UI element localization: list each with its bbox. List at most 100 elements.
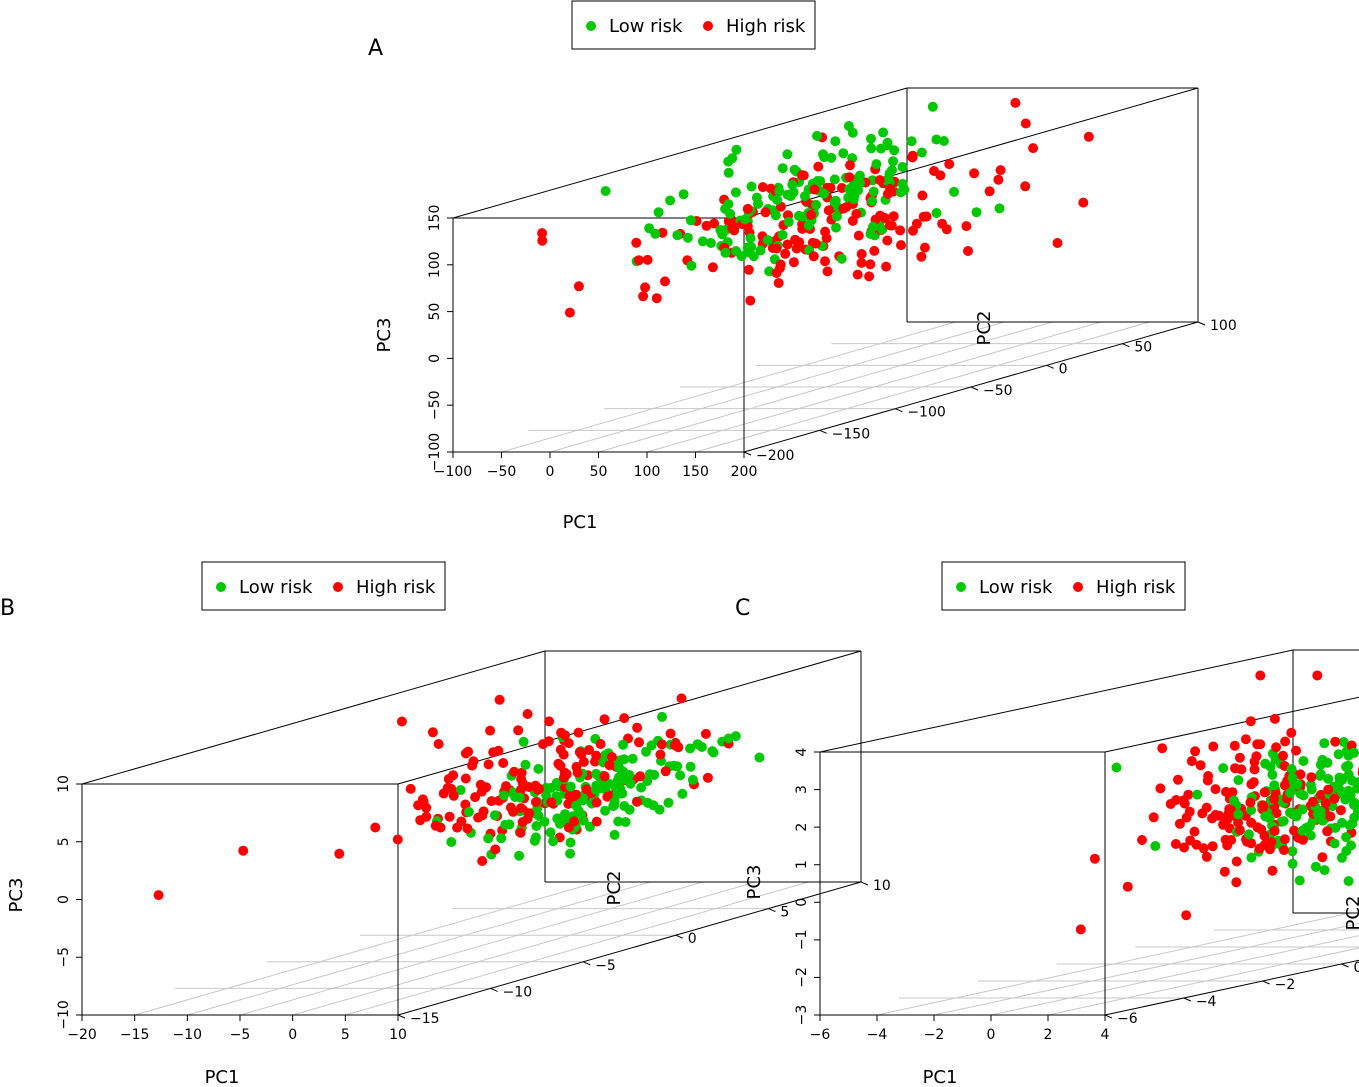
- y-tick-label: −100: [907, 405, 945, 421]
- point-low-risk: [1243, 829, 1254, 840]
- point-high-risk: [1137, 835, 1147, 845]
- point-high-risk: [591, 797, 602, 808]
- point-low-risk: [584, 821, 595, 832]
- z-tick-label: 2: [794, 823, 810, 832]
- point-high-risk: [153, 890, 164, 901]
- point-low-risk: [1341, 846, 1352, 856]
- point-high-risk: [508, 806, 519, 817]
- point-high-risk: [907, 150, 918, 161]
- point-high-risk: [501, 781, 511, 792]
- point-high-risk: [477, 856, 488, 866]
- point-high-risk: [490, 844, 501, 855]
- y-axis-label: PC2: [1343, 896, 1359, 931]
- point-high-risk: [584, 745, 594, 755]
- z-tick-label: 100: [427, 251, 443, 278]
- floor-grid: [876, 912, 1359, 1016]
- point-low-risk: [446, 837, 457, 847]
- point-high-risk: [1165, 799, 1176, 809]
- point-high-risk: [1322, 826, 1333, 837]
- point-low-risk: [868, 221, 878, 232]
- x-tick-label: 200: [731, 464, 758, 480]
- z-tick-label: −5: [56, 947, 72, 968]
- point-low-risk: [1334, 776, 1345, 787]
- point-high-risk: [1197, 808, 1208, 819]
- point-high-risk: [564, 307, 575, 318]
- point-high-risk: [757, 182, 768, 193]
- box-edge: [819, 649, 1294, 753]
- point-high-risk: [1267, 865, 1278, 876]
- point-low-risk: [551, 777, 562, 788]
- point-low-risk: [455, 785, 466, 795]
- x-tick-label: −10: [173, 1027, 203, 1043]
- point-high-risk: [515, 827, 526, 838]
- z-tick-label: 10: [56, 775, 72, 793]
- point-high-risk: [1229, 740, 1240, 751]
- y-tick-mark: [1183, 997, 1192, 1002]
- point-low-risk: [725, 208, 736, 219]
- point-high-risk: [1195, 760, 1206, 771]
- box-edge: [1104, 696, 1359, 753]
- z-tick-label: −3: [794, 1005, 810, 1026]
- point-high-risk: [1259, 787, 1270, 798]
- point-low-risk: [829, 174, 840, 185]
- point-low-risk: [657, 711, 667, 722]
- y-tick-label: −10: [503, 984, 533, 1000]
- point-high-risk: [810, 238, 821, 249]
- point-high-risk: [1230, 763, 1240, 774]
- point-low-risk: [600, 186, 611, 196]
- point-high-risk: [1179, 798, 1190, 809]
- point-high-risk: [485, 725, 496, 736]
- point-high-risk: [845, 160, 855, 171]
- x-tick-label: 10: [389, 1027, 407, 1043]
- point-high-risk: [558, 749, 569, 760]
- point-low-risk: [620, 817, 631, 827]
- panel-label: C: [735, 596, 750, 621]
- point-low-risk: [740, 214, 750, 225]
- point-low-risk: [745, 233, 756, 244]
- point-low-risk: [1343, 760, 1354, 771]
- point-low-risk: [548, 836, 559, 847]
- point-high-risk: [475, 779, 486, 790]
- point-low-risk: [1336, 786, 1347, 797]
- z-tick-label: 3: [794, 785, 810, 794]
- point-low-risk: [838, 148, 849, 159]
- point-high-risk: [707, 262, 718, 273]
- point-low-risk: [715, 225, 726, 235]
- legend-label-high: High risk: [726, 16, 806, 37]
- x-tick-label: −5: [230, 1027, 251, 1043]
- legend: Low risk High risk: [201, 561, 446, 611]
- point-high-risk: [702, 772, 713, 783]
- point-low-risk: [1329, 838, 1340, 849]
- point-high-risk: [1010, 97, 1021, 108]
- point-high-risk: [576, 749, 587, 760]
- point-high-risk: [483, 759, 494, 770]
- point-high-risk: [963, 246, 973, 256]
- point-high-risk: [790, 234, 801, 245]
- point-high-risk: [984, 186, 995, 197]
- point-high-risk: [1224, 804, 1235, 815]
- point-low-risk: [1246, 805, 1257, 816]
- y-axis-label: PC2: [604, 871, 625, 906]
- point-low-risk: [1333, 749, 1344, 760]
- point-high-risk: [509, 766, 520, 777]
- point-high-risk: [460, 773, 471, 784]
- point-high-risk: [788, 257, 799, 268]
- point-high-risk: [405, 783, 416, 794]
- point-high-risk: [1245, 716, 1256, 727]
- point-low-risk: [1305, 779, 1316, 790]
- point-high-risk: [775, 259, 786, 270]
- x-tick-label: −50: [487, 464, 517, 480]
- point-high-risk: [634, 737, 644, 748]
- point-low-risk: [866, 143, 877, 154]
- point-high-risk: [544, 716, 555, 727]
- point-high-risk: [1280, 736, 1291, 747]
- point-high-risk: [847, 215, 858, 226]
- y-tick-mark: [490, 987, 498, 992]
- floor-grid: [501, 321, 1150, 453]
- point-high-risk: [1252, 739, 1263, 750]
- x-axis-label: PC1: [205, 1067, 240, 1087]
- z-tick-label: 0: [794, 898, 810, 907]
